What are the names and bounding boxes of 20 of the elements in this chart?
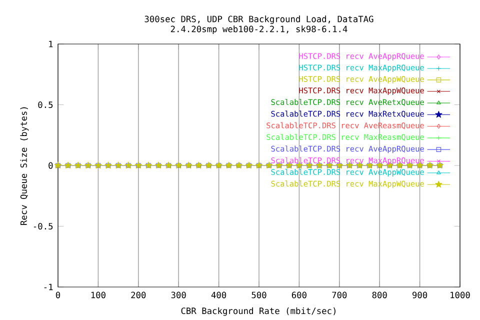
y-tick-label: -1	[44, 284, 53, 290]
x-tick-label: 600	[292, 292, 306, 298]
x-tick-label: 300	[171, 292, 186, 298]
y-axis-title: Recv Queue Size (bytes)	[20, 107, 29, 225]
x-tick-label: 800	[372, 292, 387, 298]
x-tick-label: 500	[252, 292, 266, 298]
y-tick-label: 0.5	[38, 101, 53, 108]
chart-title: 300sec DRS, UDP CBR Background Load, DataTAG	[144, 16, 374, 24]
x-axis-title: CBR Background Rate (mbit/sec)	[181, 307, 336, 316]
x-tick-label: 700	[332, 292, 347, 298]
y-tick-label: 1	[49, 40, 53, 48]
y-tick-label: -0.5	[34, 222, 53, 230]
x-tick-label: 1000	[450, 292, 470, 298]
chart-subtitle: 2.4.20smp web100-2.2.1, sk98-6.1.4	[170, 26, 348, 34]
x-tick-label: 900	[412, 292, 428, 298]
x-tick-label: 0	[56, 292, 60, 298]
x-tick-label: 200	[131, 292, 146, 298]
x-tick-label: 400	[211, 292, 226, 298]
x-tick-label: 100	[91, 292, 106, 298]
y-tick-label: 0	[48, 162, 53, 169]
